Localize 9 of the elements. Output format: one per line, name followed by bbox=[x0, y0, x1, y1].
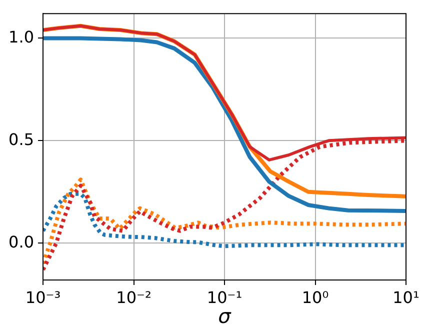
x-axis-title: σ bbox=[218, 304, 232, 328]
x-tick-label: 10⁻¹ bbox=[206, 288, 242, 307]
x-tick-label: 10⁰ bbox=[302, 288, 329, 307]
x-tick-label: 10¹ bbox=[392, 288, 420, 307]
y-tick-label: 0.0 bbox=[8, 232, 34, 252]
y-tick-label: 1.0 bbox=[8, 27, 34, 46]
y-tick-label: 0.5 bbox=[8, 130, 34, 149]
x-tick-label: 10⁻² bbox=[116, 288, 152, 307]
x-tick-label: 10⁻³ bbox=[25, 288, 61, 307]
